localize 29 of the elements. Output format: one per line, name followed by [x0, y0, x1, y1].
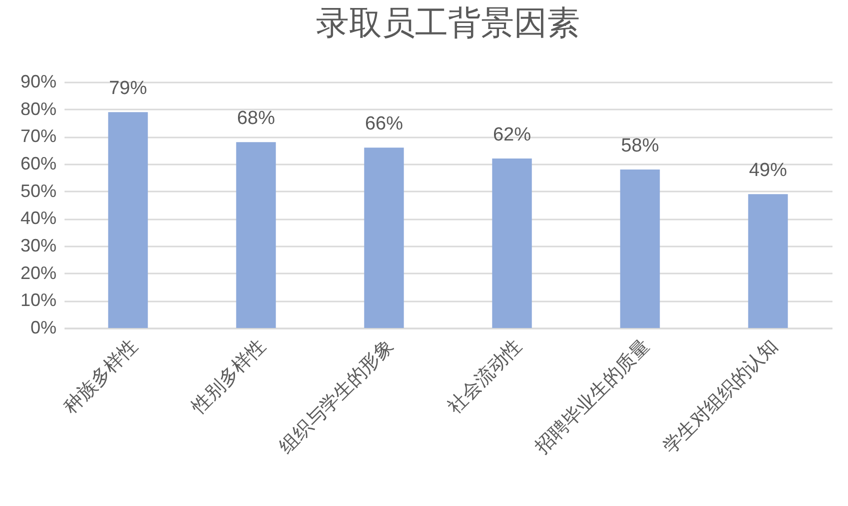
bar [620, 169, 660, 328]
y-tick-label: 50% [20, 180, 56, 201]
y-tick-label: 60% [20, 154, 56, 174]
x-tick-label: 社会流动性 [443, 335, 526, 418]
bar [492, 158, 532, 328]
data-label: 66% [364, 114, 404, 135]
data-label: 49% [748, 160, 788, 182]
data-label: 79% [108, 78, 148, 100]
chart-title: 录取员工背景因素 [316, 6, 580, 42]
y-tick-label: 40% [20, 208, 56, 228]
bar [364, 148, 404, 328]
data-label: 58% [620, 135, 660, 156]
y-tick-label: 90% [20, 72, 56, 92]
y-tick-label: 10% [20, 290, 56, 310]
x-tick-label: 学生对组织的认知 [660, 336, 782, 458]
y-tick-label: 70% [20, 126, 56, 146]
x-tick-label: 种族多样性 [60, 336, 142, 418]
data-label: 62% [492, 124, 532, 146]
y-tick-label: 30% [20, 236, 56, 256]
y-tick-label: 0% [30, 318, 56, 338]
x-tick-label: 性别多样性 [187, 336, 270, 419]
y-tick-label: 80% [20, 98, 56, 119]
x-tick-label: 招聘毕业生的质量 [531, 336, 654, 459]
y-tick-label: 20% [20, 262, 56, 283]
bar [236, 142, 276, 328]
bar [108, 112, 148, 328]
bar [748, 194, 788, 328]
x-tick-label: 组织与学生的形象 [276, 336, 398, 458]
data-label: 68% [236, 108, 276, 130]
